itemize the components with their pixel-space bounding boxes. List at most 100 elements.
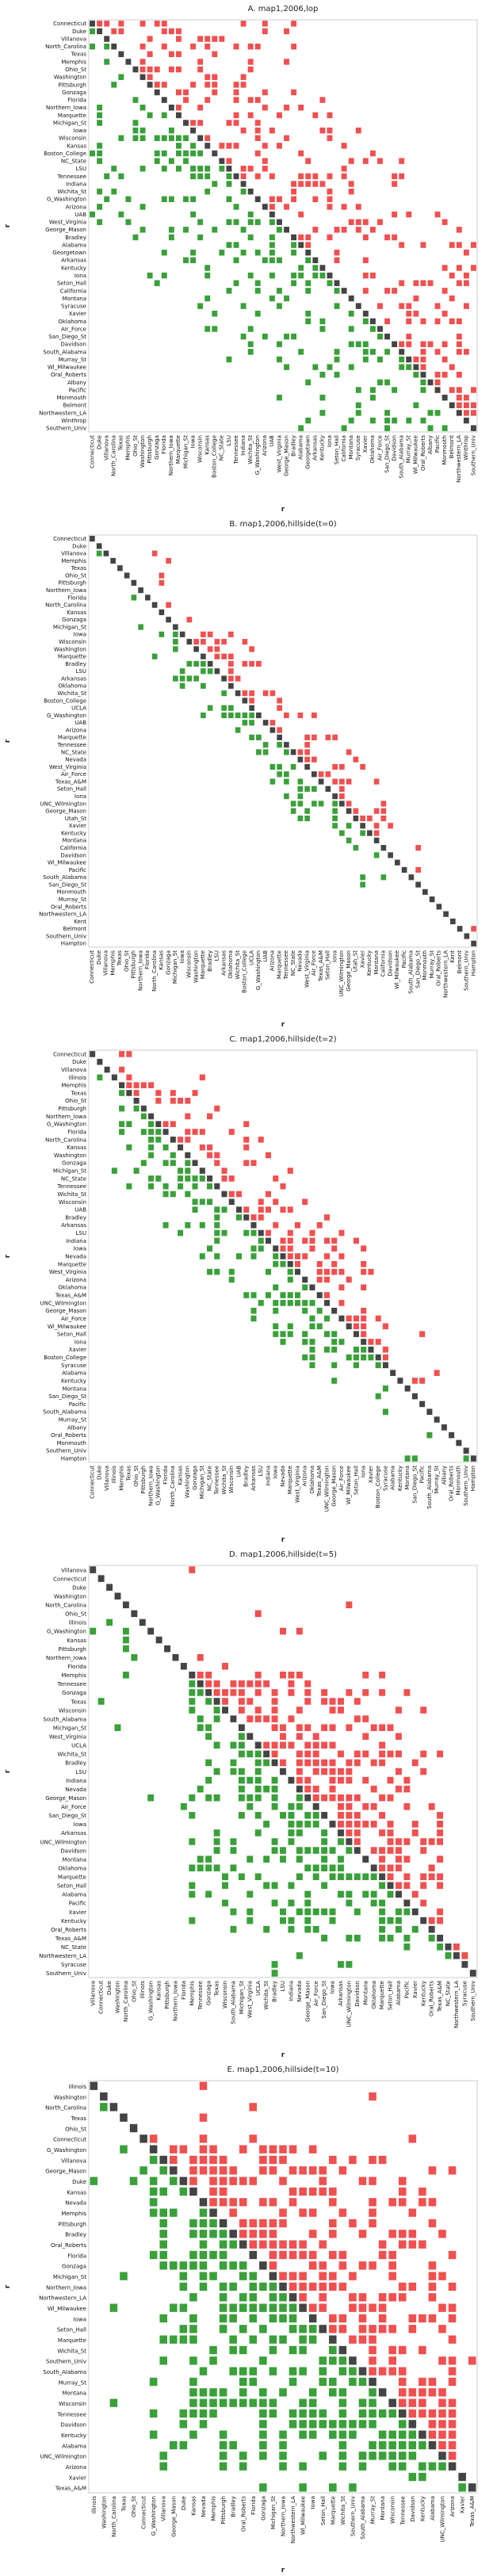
heatmap-cell — [354, 1838, 361, 1845]
heatmap-cell — [111, 166, 117, 172]
heatmap-cell — [229, 2166, 237, 2175]
heatmap-cell — [219, 2388, 227, 2397]
y-tick-label: Florida — [67, 1664, 86, 1670]
heatmap-cell — [201, 631, 206, 637]
y-tick-label: Duke — [72, 29, 86, 35]
heatmap-cell — [238, 1750, 245, 1758]
y-tick-label: Northern_Iowa — [46, 105, 86, 111]
heatmap-cell — [114, 1724, 121, 1731]
heatmap-cell — [193, 675, 199, 682]
heatmap-cell — [240, 333, 246, 340]
heatmap-cell — [258, 1237, 264, 1244]
heatmap-cell — [250, 1253, 257, 1259]
y-tick-label: Kansas — [67, 610, 86, 616]
heatmap-cell — [279, 2430, 287, 2439]
y-tick-label: Montana — [62, 838, 86, 844]
heatmap-cell — [399, 303, 405, 309]
x-tick-label: Iona — [331, 950, 338, 962]
heatmap-cell — [288, 1882, 295, 1890]
heatmap-cell — [437, 1829, 444, 1836]
y-tick-label: LSU — [76, 1230, 86, 1236]
heatmap-cell — [403, 1785, 411, 1793]
heatmap-cell — [331, 1261, 338, 1267]
heatmap-cell — [379, 1925, 386, 1933]
heatmap-cell — [420, 1750, 427, 1758]
heatmap-cell — [280, 1672, 286, 1679]
heatmap-cell — [219, 2282, 227, 2291]
heatmap-cell — [388, 2325, 396, 2333]
heatmap-cell — [262, 720, 269, 726]
heatmap-cell — [262, 257, 268, 264]
heatmap-cell — [104, 43, 110, 50]
y-tick-label: Air_Force — [61, 1804, 86, 1810]
heatmap-cell — [346, 801, 352, 807]
heatmap-cell — [258, 1206, 264, 1213]
heatmap-cell — [279, 2145, 287, 2154]
heatmap-cell — [349, 2303, 357, 2312]
heatmap-cell — [339, 763, 345, 770]
heatmap-cell — [131, 1653, 138, 1661]
heatmap-cell — [308, 2166, 317, 2175]
x-tick-label: Tennessee — [399, 2496, 406, 2525]
y-tick-label: Wl_Milwaukee — [48, 2306, 86, 2312]
heatmap-cell — [178, 1144, 184, 1151]
heatmap-cell — [399, 280, 405, 286]
heatmap-cell — [280, 1812, 286, 1819]
y-tick-label: UNC_Wilmington — [40, 1839, 86, 1845]
y-tick-label: Arizona — [66, 204, 86, 210]
heatmap-cell — [247, 59, 254, 65]
heatmap-cell — [271, 1899, 278, 1907]
heatmap-cell — [420, 349, 426, 355]
heatmap-cell — [325, 734, 331, 740]
x-tick-label: Bradley — [290, 435, 296, 457]
heatmap-cell — [259, 2198, 267, 2207]
heatmap-cell — [166, 557, 171, 564]
heatmap-cell — [434, 318, 441, 325]
heatmap-cell — [403, 1856, 411, 1863]
heatmap-cell — [222, 1698, 228, 1705]
heatmap-cell — [319, 181, 326, 187]
heatmap-cell — [138, 587, 143, 594]
heatmap-cell — [291, 21, 297, 27]
x-tick-label: Pittsburgh — [131, 950, 137, 979]
heatmap-cell — [298, 242, 304, 248]
heatmap-cell — [445, 1952, 452, 1959]
y-tick-label: Bradley — [65, 2232, 86, 2238]
heatmap-cell — [302, 1276, 308, 1283]
heatmap-cell — [104, 196, 110, 203]
heatmap-cell — [159, 2240, 168, 2249]
heatmap-cell — [254, 150, 261, 157]
heatmap-cell — [228, 705, 234, 711]
heatmap-cell — [247, 112, 254, 119]
heatmap-cell — [254, 1812, 262, 1819]
y-tick-label: Hampton — [61, 1456, 86, 1462]
heatmap-cell — [456, 242, 462, 248]
heatmap-cell — [226, 288, 232, 294]
y-axis-label: r — [4, 2284, 12, 2288]
heatmap-cell — [222, 1873, 228, 1881]
heatmap-cell — [139, 2166, 147, 2175]
heatmap-cell — [406, 211, 412, 218]
heatmap-cell — [148, 1121, 155, 1127]
heatmap-cell — [228, 682, 234, 689]
heatmap-cell — [228, 1276, 235, 1283]
heatmap-cell — [246, 1776, 254, 1784]
heatmap-cell — [147, 36, 153, 42]
x-tick-label: Wichita_St — [263, 1981, 269, 2010]
x-tick-label: Kentucky — [420, 1981, 426, 2006]
y-tick-label: North_Carolina — [45, 1137, 86, 1143]
heatmap-cell — [437, 1934, 444, 1942]
heatmap-cell — [319, 2293, 327, 2302]
x-tick-label: Texas — [214, 1981, 220, 1997]
heatmap-cell — [189, 1698, 196, 1705]
heatmap-cell — [229, 2398, 237, 2407]
y-tick-label: Murray_St — [59, 357, 86, 363]
heatmap-cell — [219, 2219, 227, 2228]
heatmap-cell — [214, 646, 220, 652]
heatmap-cell — [212, 82, 218, 88]
y-tick-label: Gonzaga — [62, 90, 86, 96]
heatmap-cell — [170, 1152, 176, 1159]
y-tick-label: West_Virginia — [49, 764, 86, 770]
x-tick-label: LSU — [280, 1981, 286, 1991]
heatmap-cell — [369, 2325, 376, 2333]
